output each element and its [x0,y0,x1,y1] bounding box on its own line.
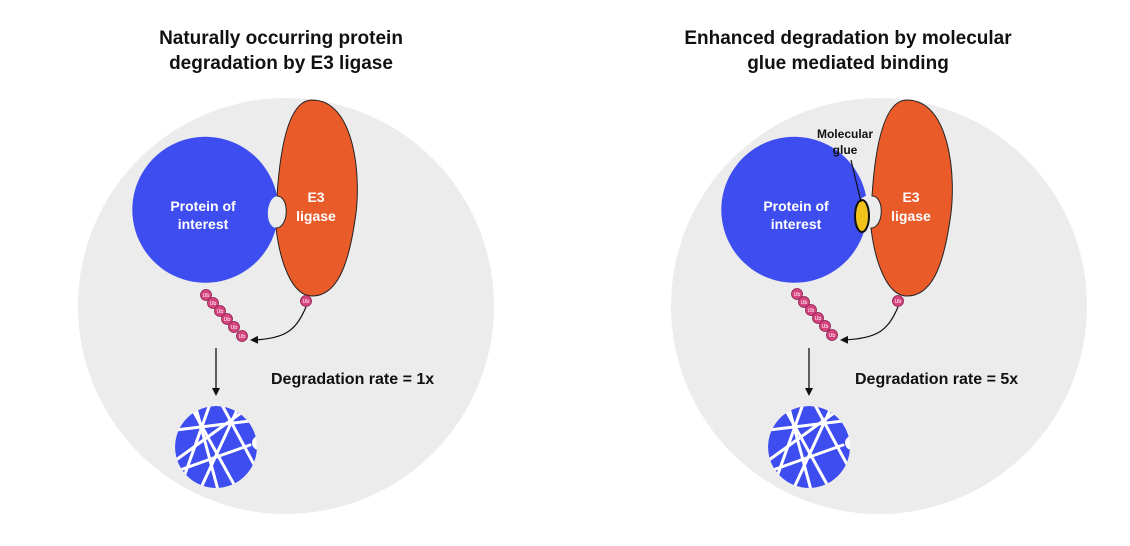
ub-label: Ub [210,301,217,307]
ub-label: Ub [217,309,224,315]
ub-label: Ub [224,317,231,323]
right-protein-label-line1: Protein of [763,198,829,214]
right-molecular-glue [854,199,870,233]
ub-label: Ub [815,316,822,322]
ub-label: Ub [303,299,310,305]
glue-pointer-line [850,159,862,203]
right-ubiquitin-chain: Ub Ub Ub Ub Ub Ub [791,288,838,341]
left-ligase-label-line1: E3 [307,189,324,205]
right-panel-title: Enhanced degradation by molecular glue m… [628,26,1068,76]
right-protein-label-line2: interest [771,216,822,232]
left-ubiquitin-on-ligase: Ub [300,295,312,307]
right-ligase-label-line2: ligase [891,208,931,224]
right-degradation-rate: Degradation rate = 5x [855,371,1018,388]
left-panel: Protein of interest E3 ligase Ub Ub Ub U… [78,98,494,514]
right-protein-shape [721,136,866,283]
left-protein-label-line1: Protein of [170,198,236,214]
left-protein-label-line2: interest [178,216,229,232]
left-title-line2: degradation by E3 ligase [169,53,393,74]
ub-label: Ub [794,292,801,298]
left-degradation-rate: Degradation rate = 1x [271,371,434,388]
ub-label: Ub [203,293,210,299]
right-ligase-label-line1: E3 [902,189,919,205]
right-ubiquitin-transfer-arrow [840,306,899,344]
ub-label: Ub [239,334,246,340]
glue-label-line2: glue [833,143,858,157]
ub-label: Ub [808,308,815,314]
left-ubiquitin-chain: Ub Ub Ub Ub Ub Ub [200,289,248,342]
right-ubiquitin-on-ligase: Ub [892,295,904,307]
ub-label: Ub [822,324,829,330]
left-e3-ligase-shape [275,99,358,297]
left-ubiquitin-transfer-arrow [250,306,307,344]
left-ligase-label-line2: ligase [296,208,336,224]
right-panel: Molecular glue Protein of interest E3 li… [671,98,1087,514]
ub-label: Ub [829,333,836,339]
right-e3-ligase-shape [870,99,953,297]
right-title-line1: Enhanced degradation by molecular [684,28,1012,49]
left-title-line1: Naturally occurring protein [159,28,403,49]
ub-label: Ub [801,300,808,306]
right-title-line2: glue mediated binding [747,53,949,74]
glue-label-line1: Molecular [817,127,873,141]
ub-label: Ub [895,299,902,305]
left-panel-title: Naturally occurring protein degradation … [61,26,501,76]
ub-label: Ub [231,325,238,331]
left-protein-shape [132,136,277,283]
